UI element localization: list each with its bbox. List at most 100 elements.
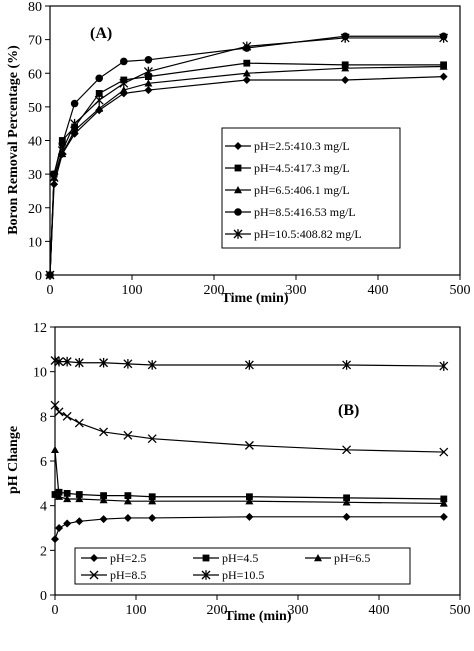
panel-a-y-tick-label: 50 (28, 101, 42, 116)
panel-b-series-1-point (63, 519, 72, 528)
panel-a-series-5-point (143, 66, 153, 77)
panel-a-y-axis-title: Boron Removal Percentage (%) (6, 45, 21, 235)
panel-b-legend-key-1 (81, 554, 107, 562)
panel-a-series (45, 32, 449, 280)
panel-a-x-tick-label: 100 (122, 283, 143, 298)
panel-b-series-1-point (75, 517, 84, 526)
panel-a-legend-key-1 (225, 142, 251, 150)
panel-b-series-1 (51, 512, 448, 544)
panel-a-y-tick-label: 40 (28, 135, 42, 150)
panel-a-label: (A) (90, 25, 112, 42)
panel-a-x-tick-label: 400 (368, 283, 389, 298)
panel-a-series-5-point (49, 172, 59, 183)
panel-b-y-tick-label: 12 (33, 321, 47, 336)
panel-b-series-4-point (123, 430, 133, 440)
panel-a-series-3-point (119, 86, 128, 94)
panel-b-series-3-point (148, 497, 157, 505)
panel-a-series-5-point (439, 33, 449, 43)
panel-b-series-1-line (54, 516, 444, 540)
panel-a-series-2-point (145, 73, 152, 81)
panel-a-legend-label-4: pH=8.5:416.53 mg/L (254, 205, 356, 219)
panel-b-series-2-point (75, 491, 83, 498)
panel-a-x-tick-label: 300 (286, 283, 307, 298)
panel-a-series-1-point (341, 75, 350, 84)
panel-a-legend-marker (234, 186, 242, 194)
panel-a-y-tick-label: 10 (28, 235, 42, 250)
panel-b-series-2-line (54, 491, 444, 500)
panel-b-series (50, 355, 449, 544)
panel-a-legend-box (221, 127, 401, 249)
panel-a-series-1-point (242, 75, 251, 84)
panel-b-series-1-point (123, 513, 132, 522)
panel-a-legend-key-5 (225, 229, 251, 239)
panel-a-y-tick-label: 60 (28, 67, 42, 82)
panel-b-series-1-point (51, 535, 59, 544)
panel-b-series-1-point (55, 524, 64, 532)
panel-b-series-5-point (99, 357, 109, 368)
panel-a-series-5-point (340, 33, 350, 43)
panel-a-legend-label-3: pH=6.5:406.1 mg/L (254, 183, 350, 197)
panel-a-series-4-point (120, 57, 128, 66)
panel-b-y-tick-label: 10 (33, 366, 47, 381)
panel-a-y-tick-label: 30 (28, 168, 42, 183)
panel-a-series-5-point (45, 270, 55, 280)
panel-a-series-5-point (119, 78, 129, 89)
panel-b-series-1-point (99, 515, 108, 524)
panel-b-legend-marker (90, 554, 98, 562)
panel-a-series-1-point (144, 86, 153, 95)
panel-a-ticks: 0 100 200 300 400 500 0 10 20 30 40 50 60 70 80 (28, 0, 471, 298)
panel-b-legend-label-5: pH=10.5 (222, 568, 264, 582)
panel-a-series-3-point (439, 62, 448, 70)
panel-b-x-tick-label: 100 (126, 603, 147, 618)
panel-b-series-3-line (54, 449, 444, 505)
panel-b-series-3-point (123, 497, 132, 505)
panel-b-x-tick-label: 200 (207, 603, 228, 618)
panel-a-legend-label-5: pH=10.5:408.82 mg/L (254, 227, 362, 241)
panel-b-series-4-point (62, 411, 72, 421)
panel-a-x-axis-title: Time (min) (221, 291, 288, 306)
panel-b-series-1-point (245, 512, 254, 521)
panel-a-legend-items (225, 142, 251, 239)
panel-a-legend-marker (234, 142, 242, 150)
panel-b-x-tick-label: 0 (52, 603, 59, 618)
panel-a-series-5-point (242, 41, 252, 52)
panel-b-legend-key-4 (81, 570, 107, 580)
panel-b-y-tick-label: 4 (40, 500, 47, 515)
panel-b-series-4-point (439, 447, 449, 457)
panel-b-series-5-point (62, 356, 72, 367)
panel-a-series-3-point (341, 64, 350, 72)
panel-b-series-5-point (74, 357, 84, 368)
panel-b-series-3-point (342, 498, 351, 506)
panel-a-legend-label-1: pH=2.5:410.3 mg/L (254, 139, 350, 153)
panel-b-series-4-point (147, 434, 157, 444)
panel-a-legend-key-3 (225, 186, 251, 194)
panel-b-series-4-point (50, 400, 60, 410)
panel-a-x-tick-label: 0 (47, 283, 54, 298)
panel-b-series-3-point (99, 496, 108, 504)
panel-b-series-2 (51, 488, 448, 503)
panel-b-legend-label-3: pH=6.5 (334, 551, 370, 565)
panel-b-series-5-point (54, 356, 64, 367)
panel-b-series-5-point (244, 360, 254, 370)
panel-a-legend: pH=2.5:410.3 mg/L pH=4.5:417.3 mg/L pH=6… (221, 127, 401, 249)
panel-a-series-4-point (144, 56, 153, 64)
panel-b-x-tick-label: 300 (288, 603, 309, 618)
panel-b-series-2-point (100, 492, 107, 500)
panel-b-x-tick-label: 500 (450, 603, 471, 618)
panel-a-y-tick-label: 70 (28, 34, 42, 49)
panel-a-series-5-point (57, 145, 67, 156)
panel-b-series-2-point (246, 493, 253, 501)
panel-b-series-3-point (75, 494, 84, 503)
panel-b-series-2-point (343, 494, 350, 502)
panel-a-series-1-point (439, 72, 448, 81)
panel-b-y-axis-title: pH Change (6, 426, 21, 494)
panel-b-series-5 (50, 355, 449, 371)
panel-a-series-3-point (95, 104, 104, 112)
panel-b-x-axis-title: Time (min) (224, 609, 291, 624)
panel-a-legend-marker (234, 164, 242, 172)
panel-b-legend-key-5 (193, 570, 219, 580)
panel-a-series-3-point (144, 79, 153, 87)
panel-a-series-4-point (70, 99, 79, 108)
panel-b-legend-label-2: pH=4.5 (222, 551, 258, 565)
